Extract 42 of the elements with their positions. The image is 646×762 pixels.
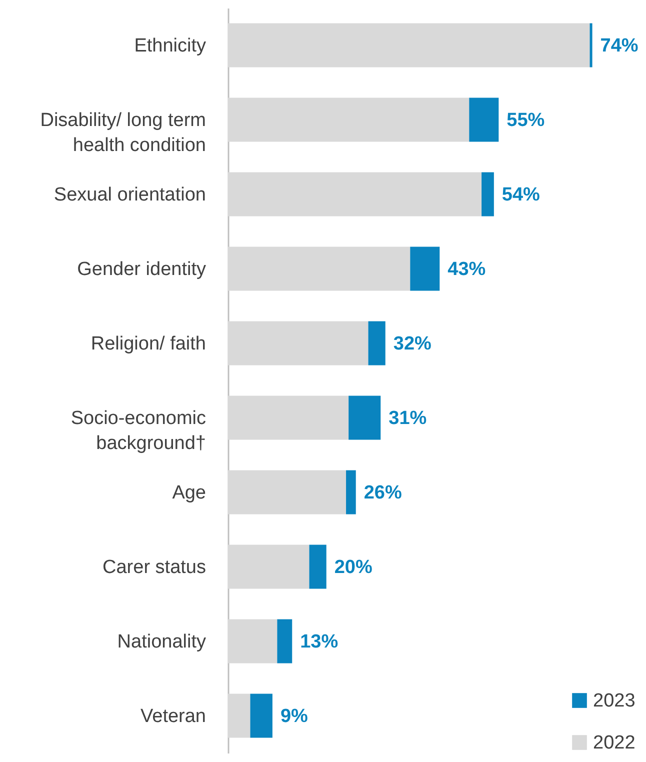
annotation: 31% xyxy=(388,408,427,429)
bar xyxy=(228,98,470,142)
bar xyxy=(346,470,356,514)
annotation: 13% xyxy=(300,631,338,652)
bar xyxy=(277,619,292,664)
bar xyxy=(348,396,381,440)
annotation: 26% xyxy=(364,482,402,504)
bar xyxy=(469,98,499,142)
y-tick-label: Veteran xyxy=(140,706,206,727)
annotation: 9% xyxy=(280,706,308,727)
y-tick-label: Disability/ long term health condition xyxy=(40,110,206,156)
annotation: 54% xyxy=(502,184,540,206)
bar xyxy=(228,544,310,589)
bar xyxy=(228,619,278,664)
bar xyxy=(368,321,386,366)
y-tick-label: Nationality xyxy=(117,631,206,652)
bar xyxy=(228,246,410,291)
legend-label: 2022 xyxy=(593,732,636,754)
y-tick-label: Gender identity xyxy=(77,258,206,280)
bar xyxy=(228,23,590,68)
bar xyxy=(228,470,346,514)
y-tick-label: Sexual orientation xyxy=(54,184,206,206)
annotation: 55% xyxy=(506,110,545,131)
y-tick-label: Carer status xyxy=(102,556,206,578)
bar xyxy=(309,544,326,589)
y-tick-label: Ethnicity xyxy=(134,35,206,56)
bar xyxy=(482,172,494,216)
y-tick-label: Religion/ faith xyxy=(90,333,206,354)
y-tick-label: Socio-economic background† xyxy=(70,408,206,454)
bar xyxy=(228,694,250,738)
bar xyxy=(228,396,349,440)
bar xyxy=(250,694,272,738)
y-tick-label: Age xyxy=(172,482,206,504)
bar xyxy=(228,172,482,216)
annotation: 20% xyxy=(334,556,372,578)
legend-label: 2023 xyxy=(593,690,636,712)
bar xyxy=(228,321,368,366)
annotation: 32% xyxy=(393,333,432,354)
annotation: 43% xyxy=(448,258,486,280)
bar xyxy=(410,246,440,291)
annotation: 74% xyxy=(600,35,638,56)
bar xyxy=(590,23,592,68)
